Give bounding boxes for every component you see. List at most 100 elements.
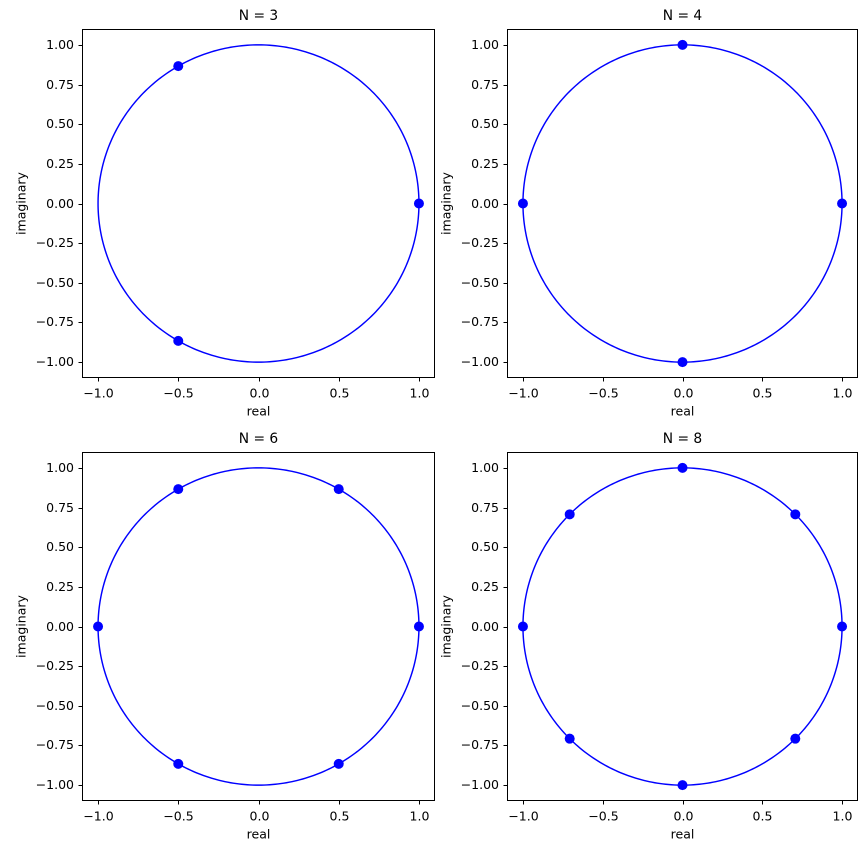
x-tick-label: 0.0 [674, 386, 694, 401]
y-tick-label: −0.25 [461, 658, 499, 673]
root-of-unity-marker [677, 357, 688, 368]
y-tick-label: −1.00 [461, 777, 499, 792]
axes-frame [507, 452, 858, 801]
y-tick-label: 0.75 [46, 500, 74, 515]
subplot-title: N = 3 [239, 9, 278, 24]
root-of-unity-marker [413, 621, 424, 632]
root-of-unity-marker [173, 61, 184, 72]
axes-frame [82, 452, 435, 801]
subplot-title: N = 8 [663, 432, 702, 447]
root-of-unity-marker [333, 758, 344, 769]
x-tick-label: 0.5 [753, 809, 773, 824]
x-tick-label: 0.5 [330, 386, 350, 401]
root-of-unity-marker [517, 198, 528, 209]
axes-frame [507, 29, 858, 378]
x-tick-label: 1.0 [833, 386, 853, 401]
x-tick-label: −1.0 [508, 386, 538, 401]
x-tick-label: −1.0 [83, 809, 113, 824]
root-of-unity-marker [564, 509, 575, 520]
x-tick-label: −1.0 [83, 386, 113, 401]
x-tick-label: −0.5 [163, 809, 193, 824]
y-tick-label: 0.00 [46, 196, 74, 211]
root-of-unity-marker [93, 621, 104, 632]
subplot-panel-3: N = 6 −1.00 −0.75 −0.50 −0.25 0.00 0.25 0.50 0.7… [4, 432, 441, 845]
y-tick-label: 0.00 [471, 196, 499, 211]
y-axis-label: imaginary [14, 594, 29, 657]
subplot-title: N = 6 [239, 432, 278, 447]
subplot-panel-2: N = 4 −1.00 −0.75 −0.50 −0.25 0.00 0.25 0.50 0.7… [429, 9, 864, 422]
y-tick-label: −1.00 [461, 354, 499, 369]
x-axis-label: real [247, 404, 271, 419]
root-of-unity-marker [837, 621, 848, 632]
y-tick-label: −0.75 [36, 737, 74, 752]
x-tick-label: −1.0 [508, 809, 538, 824]
y-tick-label: 0.00 [471, 619, 499, 634]
root-of-unity-marker [677, 462, 688, 473]
y-tick-label: 0.50 [46, 539, 74, 554]
root-of-unity-marker [517, 621, 528, 632]
subplot-panel-1: N = 3 −1.00 −0.75 −0.50 −0.25 0.00 0.25 0.50 0.7… [4, 9, 441, 422]
x-tick-label: 1.0 [833, 809, 853, 824]
x-axis-label: real [671, 404, 695, 419]
y-tick-label: 0.25 [471, 156, 499, 171]
y-tick-label: −0.50 [36, 698, 74, 713]
root-of-unity-marker [564, 733, 575, 744]
unit-circle-line [97, 467, 420, 786]
root-of-unity-marker [677, 780, 688, 791]
y-tick-label: −0.75 [36, 314, 74, 329]
y-tick-label: −0.50 [461, 698, 499, 713]
root-of-unity-marker [790, 509, 801, 520]
x-axis-label: real [671, 827, 695, 842]
y-tick-label: 0.25 [471, 579, 499, 594]
y-tick-label: −1.00 [36, 777, 74, 792]
y-tick-label: 0.75 [46, 77, 74, 92]
x-tick-label: 0.5 [330, 809, 350, 824]
x-axis-label: real [247, 827, 271, 842]
y-tick-label: 0.50 [46, 116, 74, 131]
y-tick-label: 1.00 [46, 37, 74, 52]
axes-frame [82, 29, 435, 378]
y-tick-label: −1.00 [36, 354, 74, 369]
y-tick-label: −0.75 [461, 314, 499, 329]
y-tick-label: 0.75 [471, 500, 499, 515]
y-tick-label: 0.25 [46, 156, 74, 171]
x-tick-label: −0.5 [163, 386, 193, 401]
y-tick-label: −0.50 [36, 275, 74, 290]
y-tick-label: 1.00 [46, 460, 74, 475]
y-tick-label: −0.25 [36, 235, 74, 250]
y-tick-label: 0.50 [471, 116, 499, 131]
y-tick-label: −0.25 [461, 235, 499, 250]
root-of-unity-marker [837, 198, 848, 209]
subplot-panel-4: N = 8 −1.00 −0.75 −0.50 −0.25 0.00 0.25 0.50 0.7… [429, 432, 864, 845]
root-of-unity-marker [173, 484, 184, 495]
root-of-unity-marker [173, 758, 184, 769]
y-tick-label: 0.00 [46, 619, 74, 634]
x-tick-label: 0.0 [250, 809, 270, 824]
x-tick-label: 0.0 [674, 809, 694, 824]
y-tick-label: −0.75 [461, 737, 499, 752]
x-tick-label: −0.5 [588, 809, 618, 824]
y-tick-label: 0.25 [46, 579, 74, 594]
y-tick-label: 1.00 [471, 37, 499, 52]
x-tick-label: 1.0 [410, 386, 430, 401]
y-tick-label: 0.50 [471, 539, 499, 554]
root-of-unity-marker [413, 198, 424, 209]
y-tick-label: 0.75 [471, 77, 499, 92]
y-axis-label: imaginary [14, 171, 29, 234]
y-tick-label: −0.25 [36, 658, 74, 673]
y-tick-label: 1.00 [471, 460, 499, 475]
root-of-unity-marker [677, 39, 688, 50]
x-tick-label: 0.5 [753, 386, 773, 401]
x-tick-label: −0.5 [588, 386, 618, 401]
unit-circle-line [97, 44, 420, 363]
unit-circle-line [522, 44, 843, 363]
x-tick-label: 0.0 [250, 386, 270, 401]
root-of-unity-marker [333, 484, 344, 495]
root-of-unity-marker [173, 335, 184, 346]
y-axis-label: imaginary [439, 594, 454, 657]
y-tick-label: −0.50 [461, 275, 499, 290]
x-tick-label: 1.0 [410, 809, 430, 824]
y-axis-label: imaginary [439, 171, 454, 234]
root-of-unity-marker [790, 733, 801, 744]
